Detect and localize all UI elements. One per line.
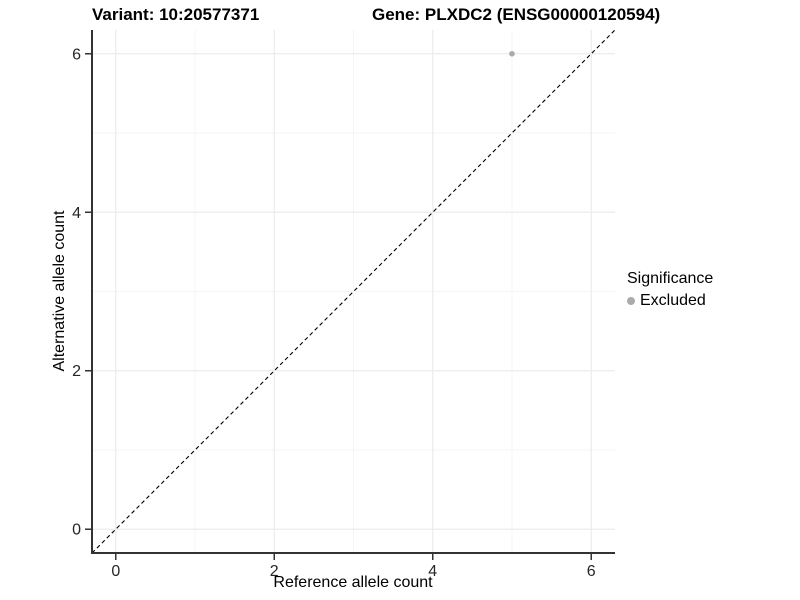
legend-item-label: Excluded	[640, 292, 706, 309]
legend-item-excluded: Excluded	[627, 292, 713, 310]
x-tick-label: 0	[111, 563, 120, 580]
legend: Significance Excluded	[627, 270, 713, 310]
identity-dashed-line	[91, 29, 616, 554]
variant-title: Variant: 10:20577371	[92, 5, 260, 24]
x-tick-label: 6	[587, 563, 596, 580]
y-axis-title: Alternative allele count	[51, 210, 68, 372]
x-tick-label: 2	[270, 563, 279, 580]
gene-title: Gene: PLXDC2 (ENSG00000120594)	[372, 5, 661, 24]
y-tick-label: 4	[72, 205, 81, 222]
y-tick-label: 0	[72, 522, 81, 539]
y-tick-label: 2	[72, 363, 81, 380]
x-tick-label: 4	[428, 563, 437, 580]
legend-title: Significance	[627, 270, 714, 287]
x-axis-title: Reference allele count	[273, 574, 433, 591]
data-point	[509, 50, 515, 57]
y-tick-label: 6	[72, 46, 81, 63]
excluded-point-icon	[627, 297, 635, 305]
